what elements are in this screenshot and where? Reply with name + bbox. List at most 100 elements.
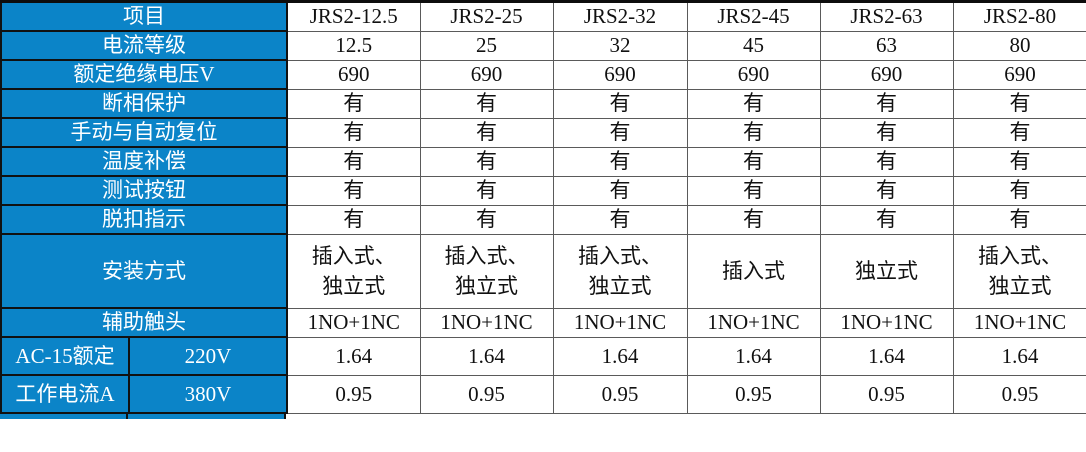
header-row-label: 项目: [0, 0, 288, 32]
cell: 690: [686, 59, 821, 90]
cell: 690: [552, 59, 688, 90]
table-row-install-method: 安装方式 插入式、 独立式 插入式、 独立式 插入式、 独立式 插入式: [0, 233, 1086, 309]
clipped-next-row-sliver: [0, 414, 1086, 419]
ac15-group-label-line2: 工作电流A: [0, 374, 130, 414]
table-row: 额定绝缘电压V 690 690 690 690 690 690: [0, 59, 1086, 90]
table-row: 手动与自动复位 有 有 有 有 有 有: [0, 117, 1086, 148]
cell-line2: 独立式: [588, 274, 652, 298]
sliver-data-area: [286, 414, 1086, 419]
row-label: 辅助触头: [0, 307, 288, 338]
cell: 1NO+1NC: [952, 307, 1086, 338]
cell: 1NO+1NC: [419, 307, 554, 338]
cell: 1NO+1NC: [286, 307, 421, 338]
cell: 有: [952, 117, 1086, 148]
row-label: 电流等级: [0, 30, 288, 61]
cell: 插入式: [686, 233, 821, 309]
cell: 1.64: [819, 336, 954, 376]
cell: 45: [686, 30, 821, 61]
cell: 有: [819, 175, 954, 206]
cell: 1.64: [686, 336, 821, 376]
cell: 独立式: [819, 233, 954, 309]
cell: 有: [419, 117, 554, 148]
sliver-label-right: [128, 414, 286, 419]
cell: 有: [552, 175, 688, 206]
cell: 有: [286, 117, 421, 148]
cell: 有: [419, 175, 554, 206]
cell: 0.95: [686, 374, 821, 414]
table-row: 电流等级 12.5 25 32 45 63 80: [0, 30, 1086, 61]
header-col-0: JRS2-12.5: [286, 1, 421, 32]
cell-line1: 插入式、: [578, 243, 662, 268]
table-row: 断相保护 有 有 有 有 有 有: [0, 88, 1086, 119]
cell: 690: [286, 59, 421, 90]
table-row-ac15-220v: AC-15额定 220V 1.64 1.64 1.64 1.64 1.64 1.…: [0, 336, 1086, 376]
table-row: 温度补偿 有 有 有 有 有 有: [0, 146, 1086, 177]
table-row: 脱扣指示 有 有 有 有 有 有: [0, 204, 1086, 235]
header-col-2: JRS2-32: [552, 1, 688, 32]
cell: 690: [419, 59, 554, 90]
cell: 插入式、 独立式: [419, 233, 554, 309]
header-col-4: JRS2-63: [819, 1, 954, 32]
cell: 有: [286, 175, 421, 206]
cell: 有: [286, 204, 421, 235]
cell: 有: [686, 117, 821, 148]
cell: 有: [819, 88, 954, 119]
row-label: 额定绝缘电压V: [0, 59, 288, 90]
cell: 0.95: [419, 374, 554, 414]
ac15-sub-label-220v: 220V: [128, 336, 288, 376]
cell: 有: [819, 117, 954, 148]
cell: 690: [952, 59, 1086, 90]
cell: 0.95: [819, 374, 954, 414]
cell: 有: [952, 204, 1086, 235]
cell-line1: 插入式: [722, 258, 785, 283]
cell-line2: 独立式: [988, 274, 1052, 298]
cell: 25: [419, 30, 554, 61]
header-col-3: JRS2-45: [686, 1, 821, 32]
cell: 1.64: [286, 336, 421, 376]
cell: 有: [952, 146, 1086, 177]
header-col-5: JRS2-80: [952, 1, 1086, 32]
row-label: 测试按钮: [0, 175, 288, 206]
cell: 有: [686, 175, 821, 206]
cell: 1NO+1NC: [552, 307, 688, 338]
table-header-row: 项目 JRS2-12.5 JRS2-25 JRS2-32 JRS2-45 JRS…: [0, 0, 1086, 32]
cell: 0.95: [286, 374, 421, 414]
product-specification-table: 项目 JRS2-12.5 JRS2-25 JRS2-32 JRS2-45 JRS…: [0, 0, 1086, 414]
cell: 0.95: [552, 374, 688, 414]
row-label: 安装方式: [0, 233, 288, 309]
cell: 690: [819, 59, 954, 90]
cell: 63: [819, 30, 954, 61]
cell: 1NO+1NC: [819, 307, 954, 338]
cell-line1: 插入式、: [444, 243, 529, 268]
ac15-group-label-line1: AC-15额定: [0, 336, 130, 376]
cell: 有: [419, 88, 554, 119]
cell: 1NO+1NC: [686, 307, 821, 338]
cell: 插入式、 独立式: [952, 233, 1086, 309]
cell: 32: [552, 30, 688, 61]
cell: 插入式、 独立式: [286, 233, 421, 309]
row-label: 温度补偿: [0, 146, 288, 177]
cell: 1.64: [552, 336, 688, 376]
cell: 有: [419, 204, 554, 235]
table-row-ac15-380v: 工作电流A 380V 0.95 0.95 0.95 0.95 0.95 0.95: [0, 374, 1086, 414]
row-label: 脱扣指示: [0, 204, 288, 235]
cell: 有: [552, 204, 688, 235]
cell: 有: [286, 88, 421, 119]
cell: 有: [952, 88, 1086, 119]
sliver-label-left: [0, 414, 128, 419]
cell: 有: [686, 88, 821, 119]
ac15-sub-label-380v: 380V: [128, 374, 288, 414]
cell-line2: 独立式: [455, 274, 518, 298]
cell: 12.5: [286, 30, 421, 61]
cell: 有: [819, 204, 954, 235]
cell: 有: [686, 146, 821, 177]
table-row: 测试按钮 有 有 有 有 有 有: [0, 175, 1086, 206]
cell: 1.64: [952, 336, 1086, 376]
row-label: 断相保护: [0, 88, 288, 119]
header-col-1: JRS2-25: [419, 1, 554, 32]
cell-line2: 独立式: [322, 274, 386, 298]
cell: 有: [952, 175, 1086, 206]
cell: 有: [552, 117, 688, 148]
table-row-aux-contacts: 辅助触头 1NO+1NC 1NO+1NC 1NO+1NC 1NO+1NC 1NO…: [0, 307, 1086, 338]
cell: 1.64: [419, 336, 554, 376]
